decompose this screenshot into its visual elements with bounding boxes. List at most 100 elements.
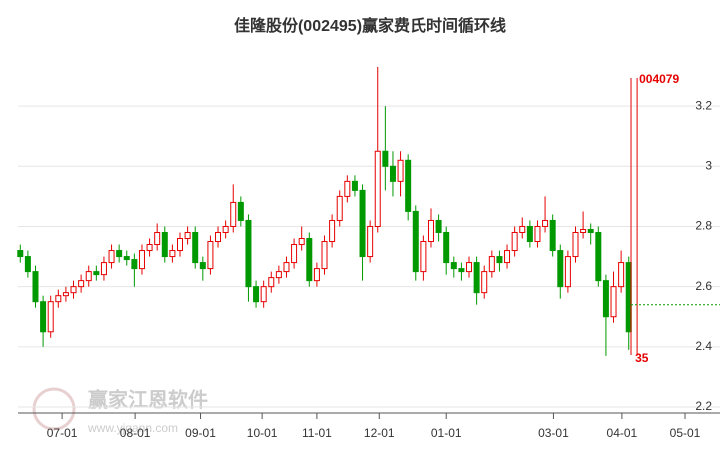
candle-body	[184, 231, 191, 240]
candle-body	[108, 250, 115, 264]
candle-body	[298, 238, 305, 246]
candle-body	[253, 286, 260, 303]
candle-body	[519, 225, 526, 233]
candle-body	[564, 256, 571, 288]
candle-body	[557, 250, 564, 288]
candle-body	[397, 159, 404, 182]
candle-body	[610, 286, 617, 318]
candle-body	[154, 231, 161, 246]
candle-body	[572, 231, 579, 258]
y-tick-label: 2.8	[695, 219, 712, 233]
candle-body	[283, 262, 290, 273]
candle-body	[466, 262, 473, 273]
candle-body	[511, 231, 518, 252]
candle-body	[329, 219, 336, 243]
candle-body	[359, 189, 366, 258]
candle-body	[55, 295, 62, 303]
candle-body	[549, 219, 556, 252]
candle-body	[367, 225, 374, 258]
y-tick-label: 3.2	[695, 98, 712, 112]
candle-body	[420, 241, 427, 273]
candle-body	[306, 238, 313, 282]
y-tick-label: 2.2	[695, 399, 712, 413]
candle-body	[344, 180, 351, 197]
candle-body	[47, 301, 54, 333]
x-tick-label: 08-01	[120, 426, 151, 440]
candle-body	[405, 159, 412, 212]
candle-body	[215, 231, 222, 243]
candle-body	[595, 231, 602, 282]
candle-body	[618, 262, 625, 288]
candle-body	[93, 271, 100, 276]
y-tick-label: 2.4	[695, 339, 712, 353]
candle-body	[85, 271, 92, 282]
x-tick-label: 11-01	[302, 426, 332, 440]
candle-body	[291, 244, 298, 264]
candle-body	[504, 250, 511, 264]
candle-body	[40, 301, 47, 333]
candle-body	[443, 231, 450, 264]
candle-body	[351, 180, 358, 191]
candle-body	[207, 241, 214, 270]
x-tick-label: 10-01	[247, 426, 278, 440]
x-tick-label: 01-01	[431, 426, 462, 440]
candle-body	[313, 268, 320, 282]
y-tick-label: 3	[705, 158, 712, 172]
candle-body	[169, 250, 176, 258]
candle-body	[237, 201, 244, 221]
candle-body	[100, 262, 107, 276]
y-tick-label: 2.6	[695, 279, 712, 293]
candle-body	[580, 228, 587, 233]
candle-body	[146, 244, 153, 252]
candle-body	[192, 231, 199, 264]
candle-body	[268, 277, 275, 288]
cycle-label: 35	[635, 351, 649, 365]
candle-body	[260, 286, 267, 303]
candle-body	[199, 262, 206, 270]
candle-body	[138, 250, 145, 270]
candle-body	[435, 219, 442, 233]
x-tick-label: 04-01	[607, 426, 638, 440]
cycle-label: 004079	[639, 72, 679, 86]
candle-body	[131, 259, 138, 270]
candle-body	[458, 268, 465, 273]
candle-body	[321, 241, 328, 270]
candle-body	[625, 262, 632, 333]
candle-body	[62, 292, 69, 297]
candle-body	[450, 262, 457, 270]
watermark-logo	[32, 387, 76, 431]
candle-body	[24, 256, 31, 273]
candle-body	[488, 256, 495, 273]
candle-body	[412, 210, 419, 273]
chart-title: 佳隆股份(002495)赢家费氏时间循环线	[234, 16, 506, 35]
candle-body	[534, 225, 541, 243]
x-tick-label: 09-01	[185, 426, 216, 440]
candle-body	[427, 219, 434, 243]
candle-body	[161, 231, 168, 258]
candle-body	[587, 228, 594, 233]
candle-body	[116, 250, 123, 258]
candle-body	[389, 165, 396, 182]
watermark: 赢家江恩软件	[88, 387, 208, 411]
candle-body	[496, 256, 503, 264]
candle-body	[275, 271, 282, 279]
candle-body	[374, 150, 381, 227]
candle-body	[222, 225, 229, 233]
x-tick-label: 03-01	[538, 426, 569, 440]
x-tick-label: 12-01	[364, 426, 395, 440]
candle-body	[473, 262, 480, 294]
candle-body	[382, 150, 389, 167]
candle-body	[78, 280, 85, 288]
candle-body	[32, 271, 39, 303]
candle-body	[123, 256, 130, 261]
watermark-url: www.yjgann.com	[87, 421, 178, 435]
candle-body	[526, 225, 533, 243]
candle-body	[542, 219, 549, 227]
candle-body	[70, 286, 77, 294]
candle-body	[230, 201, 237, 227]
candle-body	[17, 250, 24, 258]
x-tick-label: 05-01	[670, 426, 701, 440]
candle-body	[245, 219, 252, 288]
candle-body	[481, 271, 488, 294]
